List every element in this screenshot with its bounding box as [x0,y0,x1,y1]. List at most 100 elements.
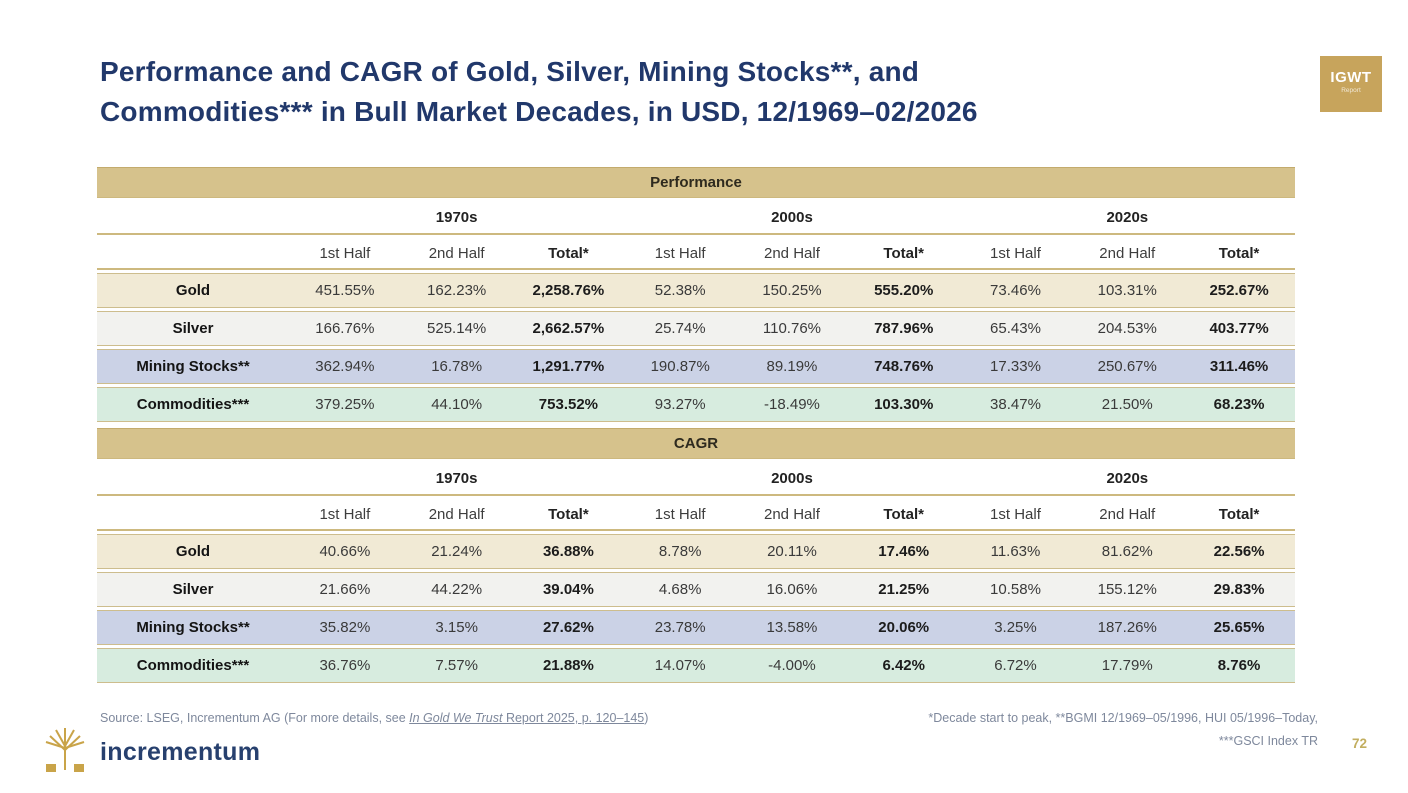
value-cell: 89.19% [736,349,848,384]
value-cell: 311.46% [1183,349,1295,384]
column-header: Total* [847,238,960,270]
value-cell: -4.00% [736,648,848,683]
decade-header-spacer [97,462,289,496]
table-row: Commodities*** 379.25% 44.10% 753.52% 93.27%… [97,387,1295,422]
column-header: Total* [1183,238,1295,270]
column-header: 1st Half [959,499,1072,531]
value-cell: 21.66% [289,572,401,607]
value-cell: 21.88% [512,648,625,683]
source-note: Source: LSEG, Incrementum AG (For more d… [100,711,648,725]
value-cell: 753.52% [512,387,625,422]
source-text: Source: LSEG, Incrementum AG (For more d… [100,711,410,725]
value-cell: 17.79% [1071,648,1184,683]
section-title: Performance [97,167,1295,198]
table-row: Mining Stocks** 362.94% 16.78% 1,291.77% 190… [97,349,1295,384]
value-cell: 166.76% [289,311,401,346]
value-cell: 13.58% [736,610,848,645]
table-row: Gold 40.66% 21.24% 36.88% 8.78% 20.11% 17.46% 1… [97,534,1295,569]
value-cell: 187.26% [1071,610,1184,645]
decade-header-spacer [97,201,289,235]
column-header: 1st Half [959,238,1072,270]
value-cell: 93.27% [624,387,737,422]
value-cell: 6.72% [959,648,1072,683]
column-header: Total* [512,238,625,270]
value-cell: 14.07% [624,648,737,683]
value-cell: 10.58% [959,572,1072,607]
decade-label: 2000s [624,462,960,496]
column-header: 2nd Half [1071,499,1184,531]
value-cell: 73.46% [959,273,1072,308]
value-cell: 17.33% [959,349,1072,384]
column-header: 1st Half [289,238,401,270]
column-header: 1st Half [624,499,737,531]
value-cell: 52.38% [624,273,737,308]
value-cell: 748.76% [847,349,960,384]
value-cell: 36.88% [512,534,625,569]
section-title: CAGR [97,428,1295,459]
row-label: Gold [97,273,289,308]
value-cell: 1,291.77% [512,349,625,384]
tree-icon [45,728,85,772]
value-cell: 17.46% [847,534,960,569]
decade-header-row: 1970s 2000s 2020s [97,201,1295,235]
column-header: Total* [512,499,625,531]
section-band: CAGR [97,428,1295,459]
value-cell: 20.06% [847,610,960,645]
column-header-spacer [97,238,289,270]
value-cell: 525.14% [400,311,513,346]
value-cell: 16.06% [736,572,848,607]
page-title-line2: Commodities*** in Bull Market Decades, i… [100,95,978,127]
value-cell: 38.47% [959,387,1072,422]
tables: Performance 1970s 2000s 2020s 1st Half 2nd Ha… [97,164,1295,686]
incrementum-logo: incrementum [44,726,260,772]
value-cell: 21.50% [1071,387,1184,422]
performance-table: Performance 1970s 2000s 2020s 1st Half 2nd Ha… [97,164,1295,425]
table-row: Commodities*** 36.76% 7.57% 21.88% 14.07% -4.… [97,648,1295,683]
value-cell: 27.62% [512,610,625,645]
value-cell: 6.42% [847,648,960,683]
page-number: 72 [1352,736,1368,751]
value-cell: 103.31% [1071,273,1184,308]
value-cell: 150.25% [736,273,848,308]
table-row: Silver 166.76% 525.14% 2,662.57% 25.74% 110.7… [97,311,1295,346]
decade-label: 2000s [624,201,960,235]
value-cell: 25.74% [624,311,737,346]
value-cell: -18.49% [736,387,848,422]
column-header-row: 1st Half 2nd Half Total* 1st Half 2nd Half To… [97,238,1295,270]
value-cell: 81.62% [1071,534,1184,569]
value-cell: 8.78% [624,534,737,569]
footnotes: *Decade start to peak, **BGMI 12/1969–05… [928,707,1318,753]
value-cell: 68.23% [1183,387,1295,422]
value-cell: 39.04% [512,572,625,607]
source-report-link[interactable]: In Gold We Trust Report 2025, p. 120–145 [409,711,644,725]
value-cell: 252.67% [1183,273,1295,308]
value-cell: 11.63% [959,534,1072,569]
value-cell: 4.68% [624,572,737,607]
column-header: 2nd Half [1071,238,1184,270]
column-header: 2nd Half [400,238,513,270]
footnote-line2: ***GSCI Index TR [1218,734,1318,749]
value-cell: 44.10% [400,387,513,422]
row-label: Silver [97,311,289,346]
value-cell: 3.25% [959,610,1072,645]
decade-label: 2020s [959,462,1295,496]
column-header: 1st Half [289,499,401,531]
value-cell: 8.76% [1183,648,1295,683]
value-cell: 44.22% [400,572,513,607]
igwt-logo-text: IGWT [1330,69,1372,86]
table-row: Silver 21.66% 44.22% 39.04% 4.68% 16.06% 21.25… [97,572,1295,607]
value-cell: 2,258.76% [512,273,625,308]
row-label: Mining Stocks** [97,349,289,384]
value-cell: 204.53% [1071,311,1184,346]
page-title: Performance and CAGR of Gold, Silver, Mi… [100,52,1290,132]
value-cell: 36.76% [289,648,401,683]
value-cell: 155.12% [1071,572,1184,607]
cagr-table: CAGR 1970s 2000s 2020s 1st Half 2nd Half Total… [97,425,1295,686]
value-cell: 35.82% [289,610,401,645]
value-cell: 190.87% [624,349,737,384]
value-cell: 29.83% [1183,572,1295,607]
table-row: Gold 451.55% 162.23% 2,258.76% 52.38% 150.25%… [97,273,1295,308]
column-header: Total* [847,499,960,531]
source-link-italic: In Gold We Trust [409,711,503,725]
